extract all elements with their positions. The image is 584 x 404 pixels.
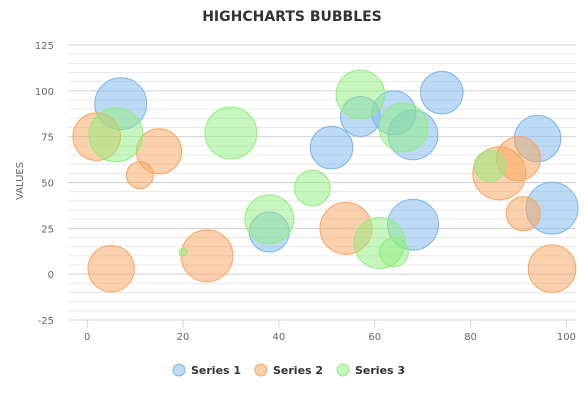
x-tick-label: 0 (84, 332, 90, 343)
x-tick-label: 60 (368, 332, 381, 343)
legend-item[interactable]: Series 2 (254, 363, 323, 377)
bubble (88, 107, 144, 163)
y-tick-label: 75 (41, 133, 54, 144)
legend[interactable]: Series 1 Series 2 Series 3 (172, 363, 405, 377)
bubble (505, 196, 541, 232)
y-axis-label: VALUES (15, 162, 26, 200)
bubble (204, 106, 258, 160)
bubble (378, 102, 429, 153)
y-tick-label: -25 (38, 316, 54, 327)
legend-symbol (254, 363, 268, 377)
plot-area (72, 69, 579, 293)
x-tick-label: 40 (273, 332, 286, 343)
y-tick-label: 25 (41, 224, 54, 235)
series-group (88, 69, 506, 269)
bubble (335, 69, 386, 120)
bubble (87, 244, 135, 293)
legend-symbol (336, 363, 350, 377)
legend-item[interactable]: Series 3 (336, 363, 405, 377)
y-tick-label: 100 (35, 87, 54, 98)
legend-item[interactable]: Series 1 (172, 363, 241, 377)
y-tick-label: 0 (48, 270, 54, 281)
x-tick-label: 80 (464, 332, 477, 343)
legend-label: Series 2 (273, 364, 323, 377)
legend-label: Series 3 (355, 364, 405, 377)
chart-title: HIGHCHARTS BUBBLES (202, 9, 382, 25)
bubble (527, 244, 577, 293)
bubble (244, 194, 295, 244)
legend-symbol (172, 363, 186, 377)
bubble (178, 247, 188, 257)
bubble (294, 169, 331, 207)
bubble (473, 150, 506, 182)
legend-label: Series 1 (191, 364, 241, 377)
bubble (180, 229, 234, 283)
y-tick-label: 50 (41, 179, 54, 190)
y-tick-label: 125 (35, 41, 54, 52)
bubble (309, 125, 354, 170)
axes: 0 20 40 60 80 100 125 100 75 50 25 0 -25 (35, 41, 576, 343)
bubble (378, 237, 409, 268)
bubble (419, 70, 464, 115)
x-tick-label: 100 (557, 332, 576, 343)
x-tick-label: 20 (177, 332, 190, 343)
bubble (125, 161, 154, 190)
